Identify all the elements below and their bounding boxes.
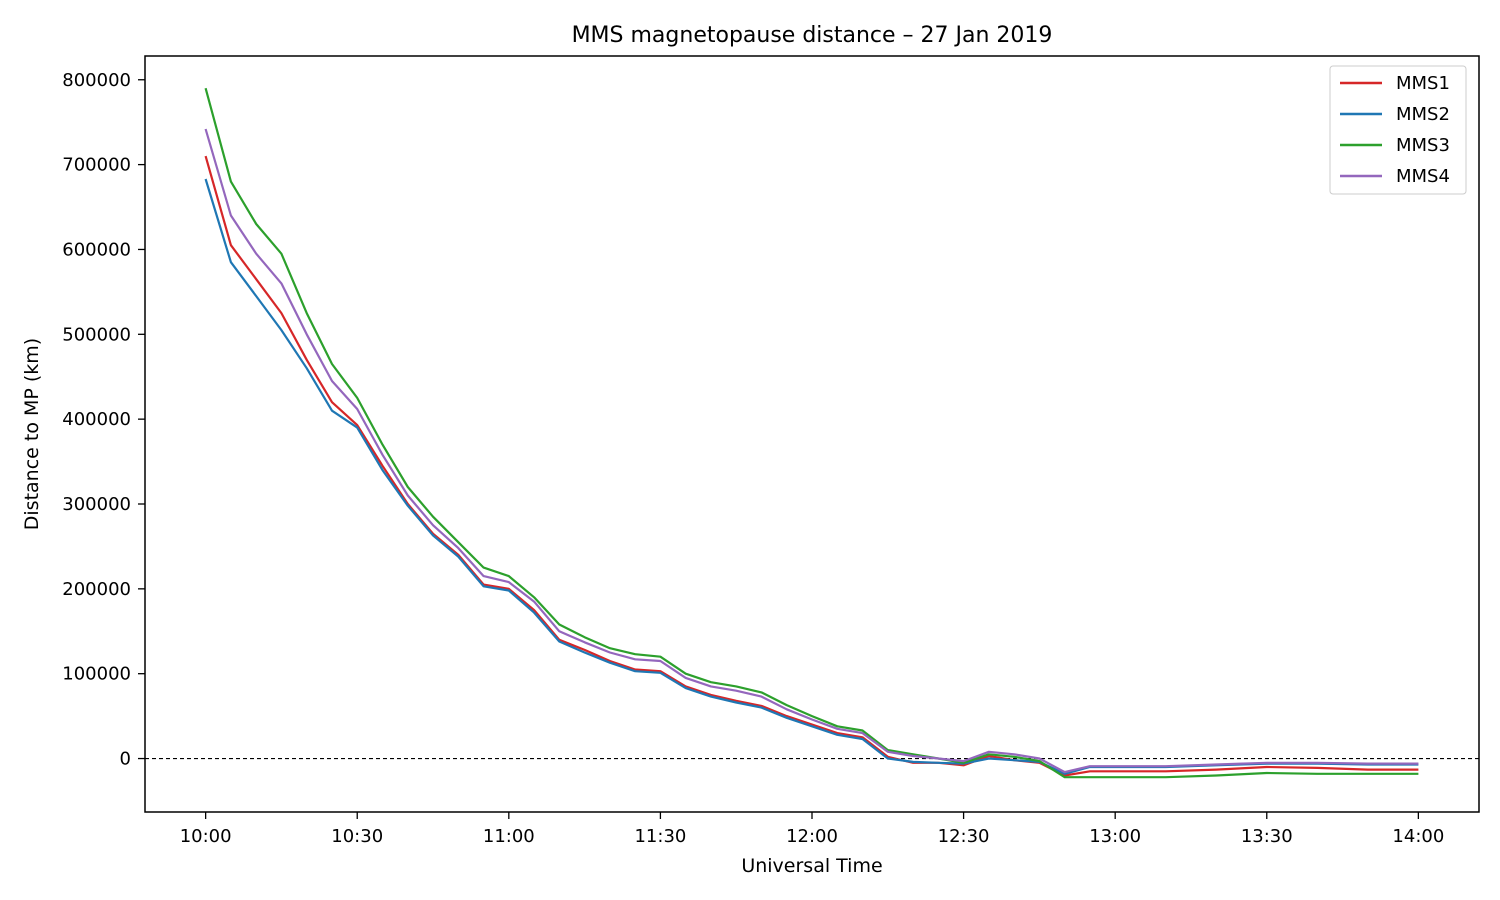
x-tick-label: 13:30 — [1241, 826, 1293, 847]
series-line-mms4 — [204, 128, 1419, 774]
y-tick-label: 300000 — [62, 494, 131, 515]
legend-label-mms3: MMS3 — [1396, 135, 1450, 156]
series-line-mms1 — [204, 155, 1419, 777]
x-axis: 10:00 10:30 11:00 11:30 12:00 12:30 13:00 13:30… — [180, 812, 1444, 847]
x-tick-label: 13:00 — [1089, 826, 1141, 847]
legend-label-mms4: MMS4 — [1396, 166, 1450, 187]
y-tick-label: 100000 — [62, 664, 131, 685]
legend-box — [1329, 65, 1467, 195]
plot-frame — [144, 55, 1480, 813]
legend-label-mms1: MMS1 — [1396, 73, 1450, 94]
x-tick-label: 11:30 — [634, 826, 686, 847]
y-tick-label: 800000 — [62, 70, 131, 91]
x-tick-label: 12:30 — [938, 826, 990, 847]
x-tick-label: 14:00 — [1392, 826, 1444, 847]
y-tick-label: 600000 — [62, 239, 131, 260]
y-tick-label: 0 — [120, 749, 131, 770]
x-tick-label: 10:00 — [180, 826, 232, 847]
legend-label-mms2: MMS2 — [1396, 104, 1450, 125]
y-tick-label: 700000 — [62, 155, 131, 176]
legend: MMS1 MMS2 MMS3 MMS4 — [1329, 65, 1467, 195]
series-line-mms3 — [204, 87, 1419, 779]
x-tick-label: 11:00 — [483, 826, 535, 847]
y-tick-label: 500000 — [62, 324, 131, 345]
y-tick-label: 200000 — [62, 579, 131, 600]
series-line-mms2 — [204, 178, 1419, 775]
chart-title: MMS magnetopause distance – 27 Jan 2019 — [572, 23, 1053, 48]
y-axis: 0 100000 200000 300000 400000 500000 600000 700… — [62, 70, 145, 770]
x-axis-label: Universal Time — [741, 855, 882, 877]
plot-area — [145, 87, 1479, 779]
x-tick-label: 10:30 — [331, 826, 383, 847]
y-tick-label: 400000 — [62, 409, 131, 430]
x-tick-label: 12:00 — [786, 826, 838, 847]
y-axis-label: Distance to MP (km) — [21, 338, 43, 530]
